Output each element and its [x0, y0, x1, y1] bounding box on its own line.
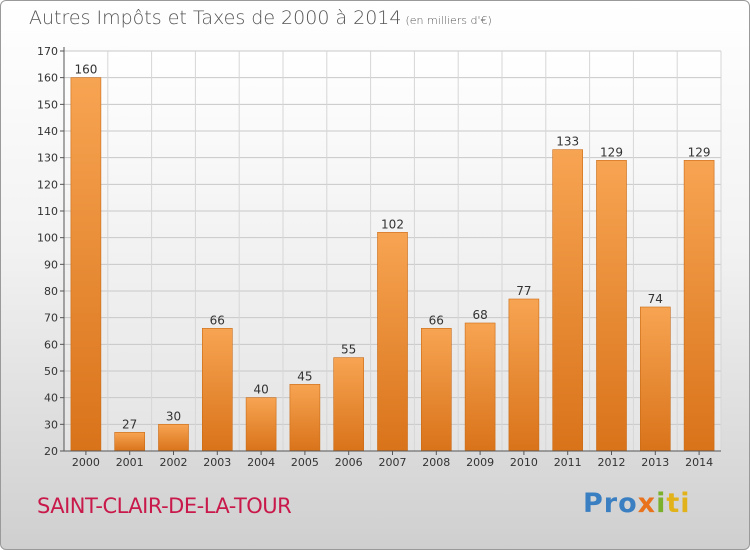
bar-2000 [70, 77, 102, 452]
y-tick-label: 120 [37, 178, 58, 191]
x-tick-label: 2011 [554, 456, 582, 469]
y-tick-label: 170 [37, 45, 58, 58]
bar-2006 [333, 357, 365, 452]
x-tick-label: 2002 [160, 456, 188, 469]
x-tick-label: 2007 [379, 456, 407, 469]
y-tick-label: 140 [37, 125, 58, 138]
bars: 160 27 30 66 40 45 55 102 66 68 77 133 129 74 129 [70, 63, 715, 452]
chart-title-text: Autres Impôts et Taxes de 2000 à 2014 [29, 7, 402, 29]
bar-2011 [552, 149, 584, 452]
x-tick-label: 2009 [466, 456, 494, 469]
proxiti-logo: Proxiti [583, 488, 691, 519]
bar-2014 [683, 160, 715, 452]
value-label: 27 [122, 417, 137, 431]
x-tick-label: 2001 [116, 456, 144, 469]
x-tick-label: 2006 [335, 456, 363, 469]
value-label: 66 [429, 313, 444, 327]
x-tick-label: 2012 [598, 456, 626, 469]
commune-name: SAINT-CLAIR-DE-LA-TOUR [37, 494, 292, 518]
value-label: 129 [688, 145, 711, 159]
value-label: 160 [74, 63, 97, 77]
value-label: 45 [297, 369, 312, 383]
bar-2008 [420, 328, 452, 452]
chart-title: Autres Impôts et Taxes de 2000 à 2014 (en… [29, 7, 492, 29]
bar-2007 [377, 232, 408, 452]
axes: 20 30 40 50 60 70 80 90 100 110 120 130 140 150 160 170… [37, 45, 721, 469]
x-tick-label: 2000 [72, 456, 100, 469]
y-tick-label: 160 [37, 72, 58, 85]
x-tick-label: 2008 [422, 456, 450, 469]
x-tick-label: 2003 [203, 456, 231, 469]
x-tick-label: 2013 [641, 456, 669, 469]
y-tick-label: 70 [44, 312, 58, 325]
y-tick-label: 20 [44, 445, 58, 458]
y-tick-label: 90 [44, 258, 58, 271]
x-tick-label: 2005 [291, 456, 319, 469]
bar-2009 [464, 322, 496, 452]
y-tick-label: 100 [37, 232, 58, 245]
y-tick-label: 40 [44, 392, 58, 405]
y-tick-label: 50 [44, 365, 58, 378]
value-label: 66 [210, 313, 225, 327]
value-label: 102 [381, 217, 404, 231]
x-tick-label: 2004 [247, 456, 275, 469]
bar-2010 [508, 298, 540, 452]
y-tick-label: 130 [37, 152, 58, 165]
bar-2012 [596, 160, 627, 452]
y-tick-label: 110 [37, 205, 58, 218]
y-tick-label: 80 [44, 285, 58, 298]
value-label: 133 [556, 135, 579, 149]
bar-2013 [639, 306, 671, 452]
bar-2004 [245, 397, 277, 452]
x-tick-label: 2014 [685, 456, 713, 469]
value-label: 77 [516, 284, 531, 298]
y-tick-label: 30 [44, 418, 58, 431]
bar-2005 [289, 384, 321, 452]
value-label: 129 [600, 145, 623, 159]
value-label: 55 [341, 343, 356, 357]
chart-unit: (en milliers d'€) [405, 14, 492, 27]
bar-2002 [158, 424, 189, 452]
y-tick-label: 60 [44, 338, 58, 351]
x-tick-label: 2010 [510, 456, 538, 469]
value-label: 68 [472, 308, 487, 322]
y-tick-label: 150 [37, 98, 58, 111]
value-label: 74 [648, 292, 663, 306]
value-label: 30 [166, 409, 181, 423]
value-label: 40 [253, 383, 268, 397]
bar-2001 [114, 432, 145, 452]
bar-2003 [202, 328, 233, 452]
